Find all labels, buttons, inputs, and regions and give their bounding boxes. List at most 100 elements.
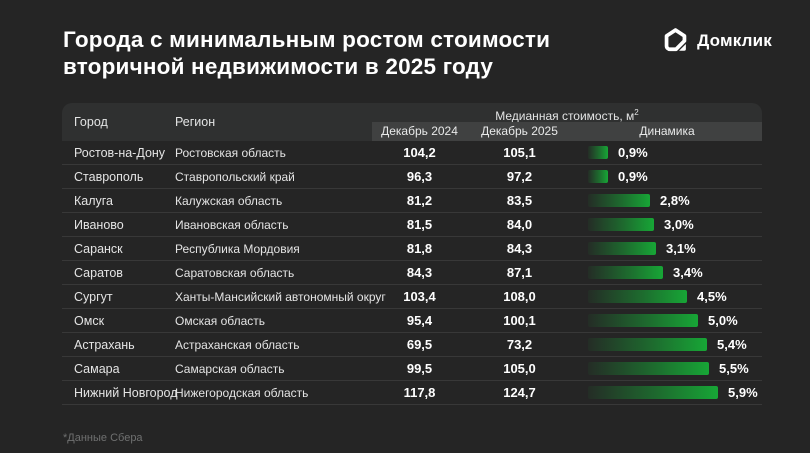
dynamics-cell: 0,9% xyxy=(572,169,762,184)
dynamics-percent-label: 2,8% xyxy=(660,193,690,208)
dynamics-bar xyxy=(588,194,650,207)
dec2025-value-cell: 84,0 xyxy=(506,217,533,232)
dynamics-percent-label: 3,1% xyxy=(666,241,696,256)
title-line-1: Города с минимальным ростом стоимости xyxy=(63,27,551,52)
dec2025-value-cell: 97,2 xyxy=(506,169,533,184)
dynamics-cell: 3,1% xyxy=(572,241,762,256)
region-cell: Ивановская область xyxy=(175,217,289,232)
dynamics-cell: 3,0% xyxy=(572,217,762,232)
region-cell: Нижегородская область xyxy=(175,385,309,400)
dynamics-percent-label: 3,0% xyxy=(664,217,694,232)
table-row: Омск Омская область 95,4 100,1 5,0% xyxy=(62,309,762,333)
dynamics-percent-label: 5,4% xyxy=(717,337,747,352)
dec2024-value-cell: 99,5 xyxy=(406,361,433,376)
column-header-city: Город xyxy=(74,115,108,129)
region-cell: Самарская область xyxy=(175,361,285,376)
column-header-dec2025: Декабрь 2025 xyxy=(481,124,558,138)
region-cell: Калужская область xyxy=(175,193,283,208)
dynamics-cell: 4,5% xyxy=(572,289,762,304)
table-row: Сургут Ханты-Мансийский автономный округ… xyxy=(62,285,762,309)
top-bar: Города с минимальным ростом стоимости вт… xyxy=(63,26,772,81)
column-group-header-median-price: Медианная стоимость, м2 xyxy=(495,108,639,123)
dec2024-value-cell: 69,5 xyxy=(406,337,433,352)
dec2024-value-cell: 81,8 xyxy=(406,241,433,256)
city-cell: Самара xyxy=(74,361,120,376)
city-cell: Ростов-на-Дону xyxy=(74,145,166,160)
dynamics-cell: 0,9% xyxy=(572,145,762,160)
dynamics-percent-label: 5,5% xyxy=(719,361,749,376)
column-header-dynamics: Динамика xyxy=(639,124,695,138)
dec2024-value-cell: 103,4 xyxy=(403,289,436,304)
dynamics-bar xyxy=(588,170,608,183)
dynamics-bar xyxy=(588,386,718,399)
dec2025-value-cell: 105,1 xyxy=(503,145,536,160)
dynamics-cell: 5,0% xyxy=(572,313,762,328)
dec2024-value-cell: 96,3 xyxy=(406,169,433,184)
table-row: Иваново Ивановская область 81,5 84,0 3,0… xyxy=(62,213,762,237)
cities-table: Город Регион Медианная стоимость, м2 Дек… xyxy=(62,103,762,405)
table-row: Ростов-на-Дону Ростовская область 104,2 … xyxy=(62,141,762,165)
dec2024-value-cell: 104,2 xyxy=(403,145,436,160)
dynamics-percent-label: 0,9% xyxy=(618,145,648,160)
dec2024-value-cell: 81,2 xyxy=(406,193,433,208)
dynamics-percent-label: 5,0% xyxy=(708,313,738,328)
dec2025-value-cell: 87,1 xyxy=(506,265,533,280)
dec2025-value-cell: 105,0 xyxy=(503,361,536,376)
data-source-note: *Данные Сбера xyxy=(63,432,143,444)
city-cell: Саранск xyxy=(74,241,123,256)
table-row: Калуга Калужская область 81,2 83,5 2,8% xyxy=(62,189,762,213)
dec2024-value-cell: 84,3 xyxy=(406,265,433,280)
table-row: Саратов Саратовская область 84,3 87,1 3,… xyxy=(62,261,762,285)
region-cell: Астраханская область xyxy=(175,337,300,352)
city-cell: Нижний Новгород xyxy=(74,385,178,400)
region-cell: Омская область xyxy=(175,313,266,328)
dynamics-percent-label: 3,4% xyxy=(673,265,703,280)
table-subheader: Декабрь 2024 Декабрь 2025 Динамика xyxy=(372,122,762,141)
dynamics-bar xyxy=(588,290,687,303)
dynamics-percent-label: 0,9% xyxy=(618,169,648,184)
city-cell: Иваново xyxy=(74,217,124,232)
region-cell: Ростовская область xyxy=(175,145,286,160)
city-cell: Ставрополь xyxy=(74,169,144,184)
dec2024-value-cell: 95,4 xyxy=(406,313,433,328)
dynamics-bar xyxy=(588,362,709,375)
dec2024-value-cell: 117,8 xyxy=(403,385,436,400)
dynamics-percent-label: 5,9% xyxy=(728,385,758,400)
dynamics-cell: 5,9% xyxy=(572,385,762,400)
dynamics-bar xyxy=(588,218,654,231)
dec2025-value-cell: 73,2 xyxy=(506,337,533,352)
dynamics-bar xyxy=(588,146,608,159)
city-cell: Астрахань xyxy=(74,337,135,352)
dynamics-bar xyxy=(588,242,656,255)
table-row: Астрахань Астраханская область 69,5 73,2… xyxy=(62,333,762,357)
column-header-region: Регион xyxy=(175,115,216,129)
dynamics-percent-label: 4,5% xyxy=(697,289,727,304)
dec2025-value-cell: 83,5 xyxy=(506,193,533,208)
domclick-house-icon xyxy=(662,27,689,54)
table-row: Самара Самарская область 99,5 105,0 5,5% xyxy=(62,357,762,381)
table-row: Нижний Новгород Нижегородская область 11… xyxy=(62,381,762,405)
table-row: Саранск Республика Мордовия 81,8 84,3 3,… xyxy=(62,237,762,261)
column-header-dec2024: Декабрь 2024 xyxy=(381,124,458,138)
region-cell: Ханты-Мансийский автономный округ xyxy=(175,289,386,304)
dec2025-value-cell: 108,0 xyxy=(503,289,536,304)
table-body: Ростов-на-Дону Ростовская область 104,2 … xyxy=(62,141,762,405)
page-title: Города с минимальным ростом стоимости вт… xyxy=(63,26,550,81)
dec2025-value-cell: 124,7 xyxy=(503,385,536,400)
region-cell: Саратовская область xyxy=(175,265,295,280)
dynamics-cell: 3,4% xyxy=(572,265,762,280)
dec2025-value-cell: 100,1 xyxy=(503,313,536,328)
dynamics-bar xyxy=(588,338,707,351)
city-cell: Саратов xyxy=(74,265,123,280)
city-cell: Калуга xyxy=(74,193,114,208)
dec2025-value-cell: 84,3 xyxy=(506,241,533,256)
title-line-2: вторичной недвижимости в 2025 году xyxy=(63,54,494,80)
region-cell: Республика Мордовия xyxy=(175,241,300,256)
dynamics-bar xyxy=(588,314,698,327)
city-cell: Омск xyxy=(74,313,105,328)
dynamics-cell: 5,4% xyxy=(572,337,762,352)
table-header: Город Регион Медианная стоимость, м2 Дек… xyxy=(62,103,762,141)
domclick-logo-text: Домклик xyxy=(697,30,772,50)
dec2024-value-cell: 81,5 xyxy=(406,217,433,232)
